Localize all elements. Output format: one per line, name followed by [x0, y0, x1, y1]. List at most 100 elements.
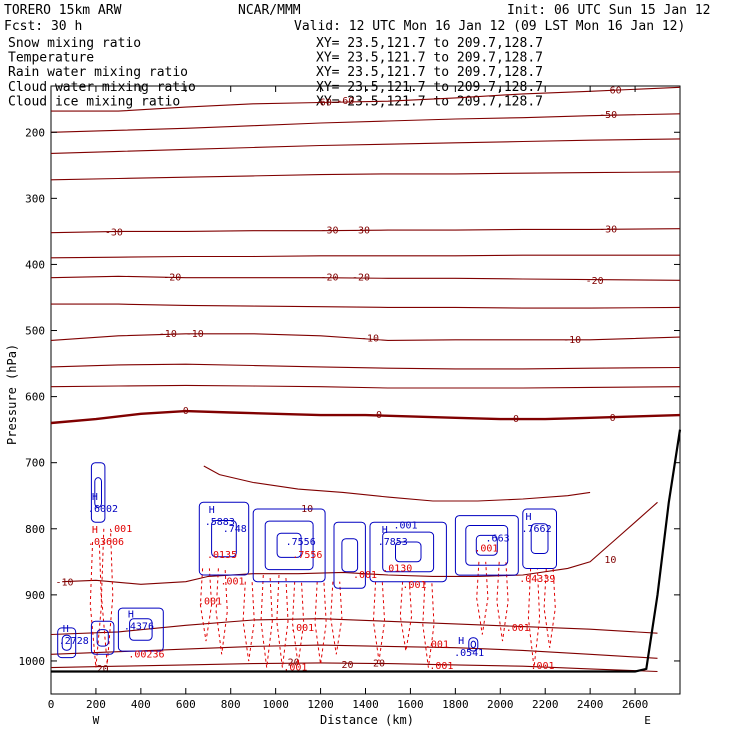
isotherm-label-4-1: -30 [321, 226, 339, 237]
cloud-water-high-1: H [209, 505, 215, 516]
model-title: TORERO 15km ARW [4, 3, 122, 18]
cloud-water-contour-3-1 [341, 538, 359, 573]
cloud-water-cell-2 [252, 508, 326, 583]
x-tick-label-7: 1400 [352, 698, 379, 711]
x-axis-title: Distance (km) [320, 713, 414, 727]
isotherm-7 [51, 303, 681, 309]
terrain-line [51, 429, 682, 673]
rain-value-2: .0135 [207, 550, 237, 561]
warm-isotherm-label-4-3: 20 [373, 659, 385, 670]
isotherm-4 [50, 228, 681, 234]
rain-value-11: .001 [290, 623, 314, 634]
isotherm-5 [50, 254, 680, 259]
cloud-water-cell-9 [117, 607, 164, 652]
x-end-label-left: W [93, 714, 100, 727]
x-tick-label-11: 2200 [532, 698, 559, 711]
cloud-water-cell-5 [454, 515, 519, 576]
y-tick-label-8: 1000 [19, 655, 46, 668]
rain-value-5: .0130 [382, 563, 412, 574]
legend-label-4: Cloud ice mixing ratio [8, 94, 180, 109]
cloud-water-value-5: .001 [393, 520, 417, 531]
rain-shaft-14 [496, 561, 509, 642]
rain-value-14: .001 [283, 663, 307, 674]
cloud-water-value-8: .2728 [59, 636, 89, 647]
y-tick-label-3: 500 [25, 325, 45, 338]
cloud-water-value-1: .5883 [205, 517, 235, 528]
center-label: NCAR/MMM [238, 3, 301, 18]
x-tick-label-9: 1800 [442, 698, 469, 711]
field-legend: Snow mixing ratio XY= 23.5,121.7 to 209.7… [8, 36, 543, 109]
cloud-water-value-6: .663 [486, 534, 510, 545]
rain-shaft-11 [399, 581, 413, 652]
isotherm-label-0-1: -60 [336, 96, 354, 107]
cloud-water-cell-6 [522, 508, 557, 569]
cloud-water-contour-7-1 [61, 634, 72, 651]
rain-value-15: .001 [429, 661, 453, 672]
cloud-water-contour-4-1 [382, 531, 435, 573]
x-tick-label-2: 400 [131, 698, 151, 711]
y-tick-label-7: 900 [25, 589, 45, 602]
cloud-water-contour-8-0 [90, 620, 115, 655]
cloud-water-value-3: .7556 [286, 537, 316, 548]
x-tick-label-3: 600 [176, 698, 196, 711]
x-end-label-right: E [644, 714, 651, 727]
cloud-water-value-4: .7853 [378, 537, 408, 548]
freezing-label-1: 0 [376, 410, 382, 421]
x-tick-label-1: 200 [86, 698, 106, 711]
valid-time: Valid: 12 UTC Mon 16 Jan 12 (09 LST Mon … [294, 19, 685, 34]
isotherm-2 [50, 138, 681, 154]
warm-isotherm-label-0-0: -10 [55, 577, 73, 588]
rain-high-0: H [92, 525, 98, 536]
rain-value-3: .001 [220, 577, 244, 588]
cloud-water-high-10: H [458, 636, 464, 647]
cloud-water-contour-2-2 [276, 532, 302, 558]
warm-isotherm-label-0-1: 10 [604, 555, 616, 566]
cloud-water-high-4: H [382, 525, 388, 536]
cloud-water-cell-8 [90, 620, 115, 655]
rain-shaft-5 [260, 574, 273, 668]
isotherm-label-8-0: -10 [159, 329, 177, 340]
plot-content: -60 -60-60-50-30 -30 -30 -30-20 -20 -20 -20-10-… [50, 86, 682, 675]
legend-xy-3: XY= 23.5,121.7 to 209.7,128.7 [316, 80, 543, 95]
isotherm-8 [50, 333, 681, 341]
cloud-water-high-0: H [92, 492, 98, 503]
rain-shaft-7 [291, 581, 305, 665]
warm-isotherm-3 [50, 644, 658, 659]
rain-shaft-16 [543, 568, 556, 648]
freezing-label-3: 0 [610, 413, 616, 424]
cloud-water-contour-1-0 [198, 501, 250, 576]
cloud-water-high-8: H [63, 624, 69, 635]
rain-value-6: .001 [402, 580, 426, 591]
forecast-hour: Fcst: 30 h [4, 19, 82, 34]
y-tick-label-0: 200 [25, 126, 45, 139]
rain-shaft-4 [242, 581, 255, 662]
axes: 0 200 400 600 800 1000 1200 1400 1600 1800 2000 220… [19, 86, 680, 727]
cloud-water-contour-5-1 [465, 525, 509, 566]
x-tick-label-8: 1600 [397, 698, 424, 711]
rain-shaft-13 [476, 561, 489, 635]
cloud-water-contour-5-0 [454, 515, 519, 576]
cloud-water-contour-6-0 [522, 508, 557, 569]
cloud-water-cell-10 [468, 637, 479, 652]
plot-frame [50, 85, 681, 695]
cloud-water-contour-2-0 [252, 508, 326, 583]
rain-value-7: .001 [353, 570, 377, 581]
freezing-level-line [50, 409, 681, 425]
cloud-water-value-2: .748 [223, 524, 247, 535]
isotherm-label-4-2: -30 [352, 226, 370, 237]
rain-shaft-2 [199, 568, 213, 642]
isotherm-label-6-3: -20 [586, 276, 604, 287]
isotherm-1 [50, 113, 681, 133]
rain-shaft-9 [330, 581, 343, 655]
cloud-water-value-7: .7662 [521, 524, 551, 535]
legend-xy-4: XY= 23.5,121.7 to 209.7,128.7 [316, 94, 543, 109]
cloud-water-contour-2-1 [264, 520, 314, 571]
x-tick-label-6: 1200 [307, 698, 334, 711]
cloud-water-contour-1-1 [211, 520, 237, 558]
cloud-water-contour-6-1 [530, 523, 549, 554]
isotherm-3 [50, 171, 681, 181]
isotherm-label-0-2: -60 [604, 86, 622, 97]
cloud-water-contour-4-0 [369, 521, 447, 583]
cloud-water-value-9: .4376 [124, 622, 154, 633]
